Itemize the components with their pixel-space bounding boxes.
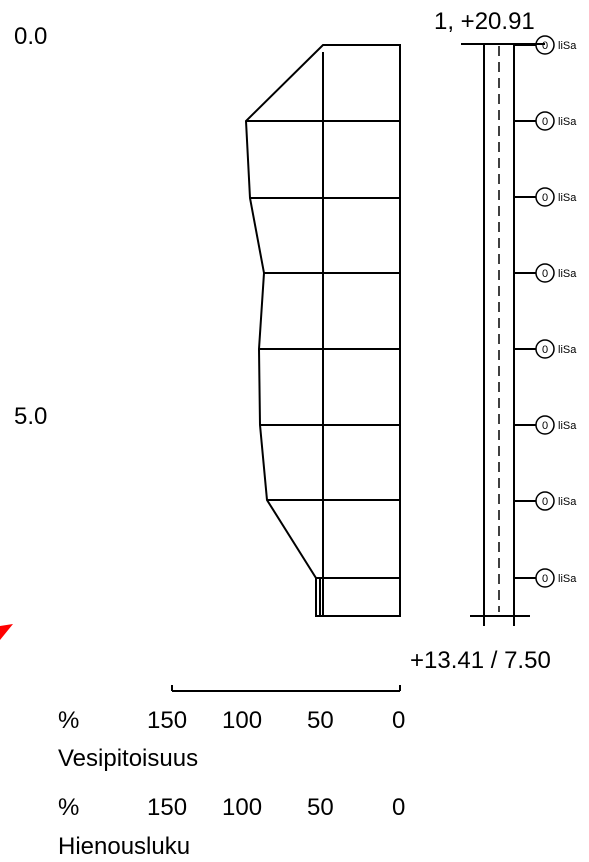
sample-label: liSa — [558, 116, 577, 128]
profile-outline — [244, 44, 401, 617]
fines-tick: 150 — [147, 794, 187, 821]
sample-number: 0 — [542, 344, 548, 356]
sample-number: 0 — [542, 420, 548, 432]
water-content-unit: % — [58, 707, 79, 734]
sample-circle-icon — [535, 568, 555, 588]
red-marker-icon — [0, 624, 13, 640]
fines-tick: 0 — [392, 794, 405, 821]
depth-label-top: 0.0 — [14, 23, 47, 50]
sample-circle-icon — [535, 187, 555, 207]
sample-number: 0 — [542, 40, 548, 52]
sample-label: liSa — [558, 344, 577, 356]
sample-circle-icon — [535, 491, 555, 511]
sample-label: liSa — [558, 496, 577, 508]
fines-title: Hienousluku — [58, 833, 190, 860]
sample-label: liSa — [558, 40, 577, 52]
fines-tick: 50 — [307, 794, 334, 821]
water-content-title: Vesipitoisuus — [58, 745, 198, 772]
fines-unit: % — [58, 794, 79, 821]
water-content-scale: % 150 100 50 0 Vesipitoisuus — [58, 685, 405, 772]
water-content-tick: 50 — [307, 707, 334, 734]
sample-number: 0 — [542, 268, 548, 280]
sample-marker: 0 liSa — [514, 35, 577, 55]
borehole-header: 1, +20.91 — [434, 8, 535, 35]
sample-number: 0 — [542, 116, 548, 128]
sample-circle-icon — [535, 111, 555, 131]
water-content-tick: 0 — [392, 707, 405, 734]
sample-label: liSa — [558, 192, 577, 204]
sample-marker: 0 liSa — [514, 263, 577, 283]
sample-marker: 0 liSa — [514, 339, 577, 359]
borehole-footer: +13.41 / 7.50 — [410, 647, 551, 674]
depth-label-mid: 5.0 — [14, 403, 47, 430]
sample-label: liSa — [558, 573, 577, 585]
sample-number: 0 — [542, 496, 548, 508]
sample-marker: 0 liSa — [514, 187, 577, 207]
sample-label: liSa — [558, 268, 577, 280]
sample-circle-icon — [535, 415, 555, 435]
water-content-tick: 150 — [147, 707, 187, 734]
fines-scale: % 150 100 50 0 Hienousluku — [58, 794, 405, 860]
sample-marker: 0 liSa — [514, 568, 577, 588]
sample-marker: 0 liSa — [514, 111, 577, 131]
sample-circle-icon — [535, 339, 555, 359]
fines-tick: 100 — [222, 794, 262, 821]
sample-label: liSa — [558, 420, 577, 432]
water-content-profile — [244, 44, 401, 617]
sample-circle-icon — [535, 263, 555, 283]
water-content-tick: 100 — [222, 707, 262, 734]
sample-circle-icon — [535, 35, 555, 55]
sample-marker: 0 liSa — [514, 415, 577, 435]
sample-marker: 0 liSa — [514, 491, 577, 511]
sample-list: 0 liSa 0 liSa 0 liSa 0 liSa 0 liSa 0 liSa 0 liSa 0 liSa — [514, 35, 577, 588]
sample-number: 0 — [542, 192, 548, 204]
sample-number: 0 — [542, 573, 548, 585]
